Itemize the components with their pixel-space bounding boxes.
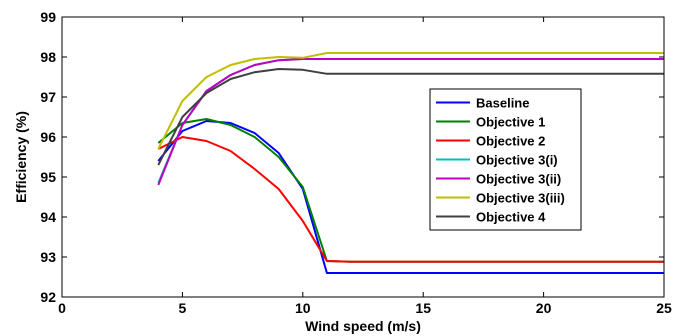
series-line-1 <box>157 120 664 274</box>
y-axis-label: Efficiency (%) <box>13 111 29 203</box>
series-line-6 <box>157 52 664 150</box>
legend-entry-label: Objective 2 <box>476 134 545 149</box>
legend-entry-label: Objective 3(iii) <box>476 191 565 206</box>
series-line-5 <box>157 58 664 186</box>
x-tick-label: 10 <box>295 300 311 316</box>
legend-entry-label: Baseline <box>476 96 529 111</box>
legend-entry-label: Objective 3(ii) <box>476 172 561 187</box>
x-tick-label: 5 <box>179 300 187 316</box>
y-tick-label: 92 <box>40 289 56 305</box>
y-tick-label: 95 <box>40 169 56 185</box>
x-tick-label: 20 <box>536 300 552 316</box>
y-tick-label: 94 <box>40 209 56 225</box>
y-tick-label: 96 <box>40 129 56 145</box>
series-line-3 <box>157 136 664 263</box>
x-axis-label: Wind speed (m/s) <box>305 318 421 334</box>
series-line-2 <box>157 118 664 263</box>
axis-ticks: 0 5 10 15 20 25 92 93 94 95 96 97 98 99 <box>40 9 672 316</box>
x-tick-label: 15 <box>415 300 431 316</box>
plot-series <box>157 52 664 274</box>
y-tick-label: 98 <box>40 49 56 65</box>
y-tick-label: 99 <box>40 9 56 25</box>
x-tick-label: 0 <box>58 300 66 316</box>
plot-frame <box>61 16 665 298</box>
series-line-7 <box>157 68 664 166</box>
legend-entry-label: Objective 3(i) <box>476 153 558 168</box>
legend-entry-label: Objective 1 <box>476 115 545 130</box>
legend: Baseline Objective 1 Objective 2 Objective … <box>429 88 582 231</box>
legend-entry-label: Objective 4 <box>476 210 546 225</box>
y-tick-label: 93 <box>40 249 56 265</box>
y-tick-label: 97 <box>40 89 56 105</box>
x-tick-label: 25 <box>656 300 672 316</box>
